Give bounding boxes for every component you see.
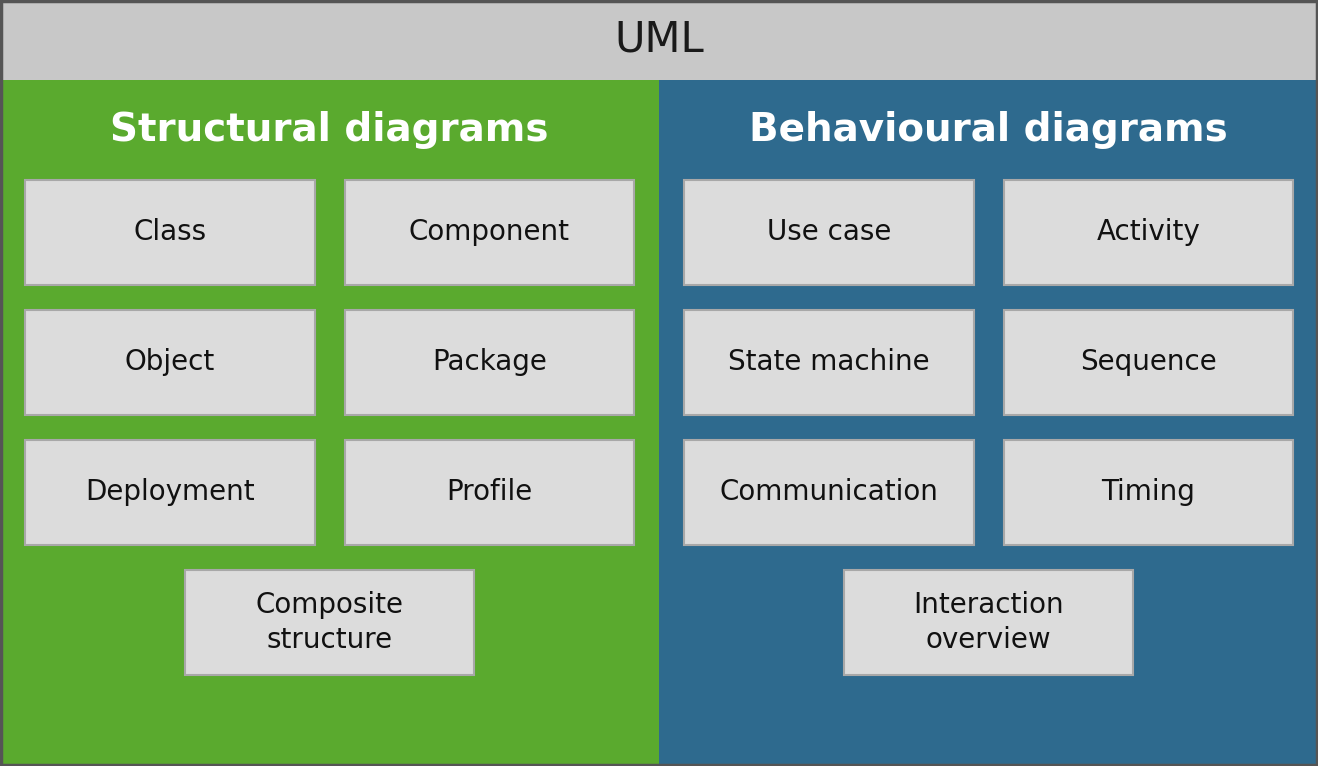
Text: Sequence: Sequence (1079, 349, 1217, 377)
FancyBboxPatch shape (185, 570, 474, 675)
FancyBboxPatch shape (344, 310, 634, 415)
Text: Package: Package (432, 349, 547, 377)
FancyBboxPatch shape (659, 80, 1318, 766)
FancyBboxPatch shape (25, 180, 315, 285)
Text: State machine: State machine (728, 349, 929, 377)
Text: Use case: Use case (767, 218, 891, 247)
Text: Object: Object (125, 349, 215, 377)
Text: UML: UML (614, 19, 704, 61)
Text: Interaction
overview: Interaction overview (913, 591, 1064, 654)
FancyBboxPatch shape (344, 180, 634, 285)
FancyBboxPatch shape (684, 440, 974, 545)
Text: Behavioural diagrams: Behavioural diagrams (749, 111, 1228, 149)
FancyBboxPatch shape (684, 310, 974, 415)
FancyBboxPatch shape (1003, 310, 1293, 415)
Text: Deployment: Deployment (84, 479, 254, 506)
Text: Structural diagrams: Structural diagrams (111, 111, 548, 149)
Text: Class: Class (133, 218, 207, 247)
Text: Composite
structure: Composite structure (256, 591, 403, 654)
FancyBboxPatch shape (0, 80, 659, 766)
FancyBboxPatch shape (25, 310, 315, 415)
FancyBboxPatch shape (844, 570, 1133, 675)
Text: Timing: Timing (1102, 479, 1195, 506)
FancyBboxPatch shape (344, 440, 634, 545)
Text: Communication: Communication (720, 479, 938, 506)
Text: Activity: Activity (1097, 218, 1201, 247)
FancyBboxPatch shape (25, 440, 315, 545)
FancyBboxPatch shape (1003, 440, 1293, 545)
FancyBboxPatch shape (0, 0, 1318, 80)
FancyBboxPatch shape (1003, 180, 1293, 285)
FancyBboxPatch shape (684, 180, 974, 285)
Text: Profile: Profile (445, 479, 532, 506)
Text: Component: Component (409, 218, 569, 247)
